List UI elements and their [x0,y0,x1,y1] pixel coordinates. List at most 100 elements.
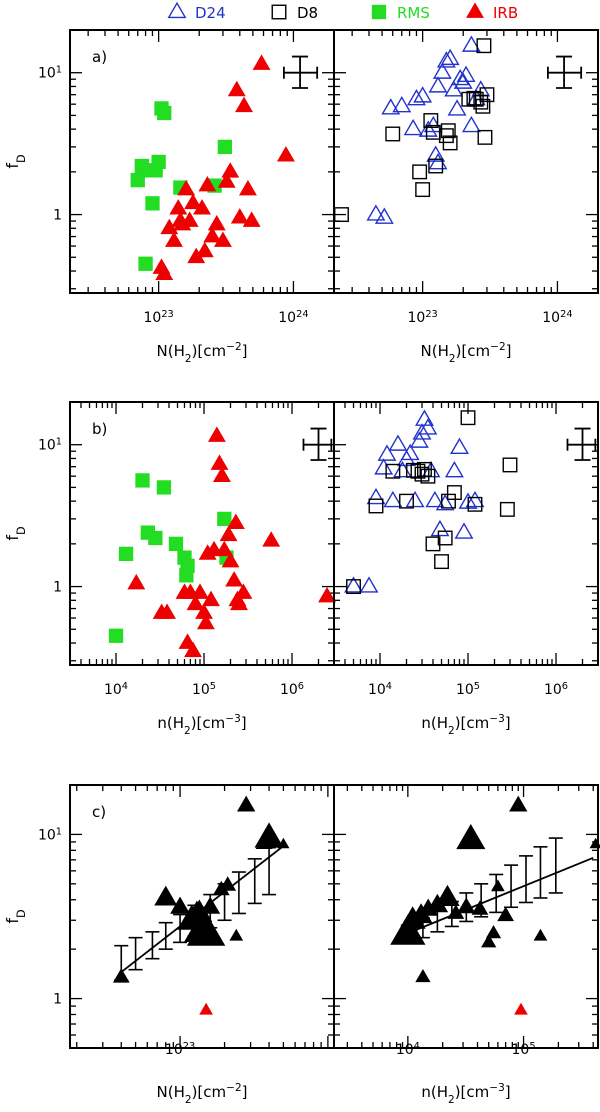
data-point [460,410,476,426]
data-point [412,164,428,180]
x-axis-label-end: ] [505,714,511,732]
x-tick-label-base: 10 [280,682,298,698]
data-point [158,603,176,619]
x-axis-label-main: N(H [157,342,185,360]
y-axis-label-sub: D [15,909,28,918]
y-tick-label: 101 [38,826,62,844]
x-axis-label-main: n(H [157,714,184,732]
x-axis-label-sup: −2 [226,1082,241,1094]
data-point [217,511,232,527]
data-point [441,493,456,509]
data-point [225,571,244,587]
error-bar-indicator [547,55,583,89]
data-point [118,546,134,562]
series-points [112,795,290,983]
data-point [450,68,470,86]
data-point [499,501,515,517]
x-tick-label: 104 [396,1041,420,1059]
x-axis-label-sub: 2 [448,1094,455,1106]
data-point [151,154,166,170]
data-point [252,54,271,70]
data-point [497,906,515,922]
x-axis-label: N(H2)[cm−2] [157,1082,248,1106]
data-point [434,554,449,570]
data-point [447,99,467,116]
x-tick-label-base: 10 [456,682,474,698]
data-point [454,522,474,539]
data-point [399,493,414,509]
data-point [169,199,188,215]
data-point [276,146,295,162]
data-point [217,139,233,155]
data-point [456,823,486,850]
error-bar-indicator [302,427,333,461]
data-point [180,558,195,573]
y-tick-label-base: 10 [38,438,56,454]
data-point [413,86,433,103]
error-bar-indicator [283,55,319,89]
data-point [359,576,379,593]
x-tick-label-base: 10 [104,682,122,698]
panel-label: b) [92,420,107,438]
x-tick-label-base: 10 [368,682,386,698]
series-rms [108,473,234,643]
x-axis-label-tail: )[cm [192,342,227,360]
x-tick-label-exponent: 5 [474,681,480,692]
x-tick-label: 105 [192,681,216,699]
data-point [366,204,386,221]
data-point [148,530,163,546]
y-tick-label-exponent: 1 [56,436,62,447]
legend-entry-rms: RMS [371,4,430,22]
data-point [239,179,257,196]
data-point [210,454,229,470]
x-axis-label-main: n(H [421,1083,448,1101]
data-point [262,531,281,547]
data-point [217,172,236,188]
data-point [444,461,464,478]
data-point [426,145,446,162]
data-point [428,158,444,174]
x-axis-ticks [351,30,599,293]
x-axis-label-tail: )[cm [192,1083,227,1101]
x-tick-label-base: 10 [143,310,161,326]
data-point [390,914,426,945]
x-tick-label-exponent: 4 [122,681,128,692]
data-point [442,135,458,151]
data-point [368,498,384,514]
data-point [221,162,240,178]
x-axis-ticks [346,785,594,1048]
data-point [388,434,408,451]
error-bar-indicator [566,427,597,461]
data-point [235,96,253,113]
data-point [406,462,421,478]
data-point [383,490,403,508]
fit-line [407,857,594,935]
y-axis-label-main: f [3,163,22,169]
x-tick-label-exponent: 4 [386,681,392,692]
x-tick-label-exponent: 5 [210,681,216,692]
data-point [467,496,483,512]
y-tick-label-base: 1 [53,992,62,1008]
x-tick-label-exponent: 24 [296,309,308,320]
y-axis-label: fD [3,526,28,540]
data-point [450,437,469,454]
data-point [138,256,153,271]
legend-marker [466,2,484,18]
x-tick-label-base: 10 [165,1042,183,1058]
x-tick-label-base: 10 [544,682,562,698]
x-tick-label-base: 10 [407,310,425,326]
data-point [481,934,497,948]
data-point [127,573,146,590]
legend: D24 D8 RMS IRB [167,1,518,22]
data-point [255,834,273,849]
data-point [385,463,401,479]
data-point [514,1002,528,1015]
y-tick-label-base: 10 [38,827,56,843]
data-point [156,480,172,495]
y-axis-label-main: f [3,535,22,541]
data-point [213,466,231,482]
x-tick-label-exponent: 23 [183,1041,195,1052]
legend-label: IRB [493,4,518,22]
